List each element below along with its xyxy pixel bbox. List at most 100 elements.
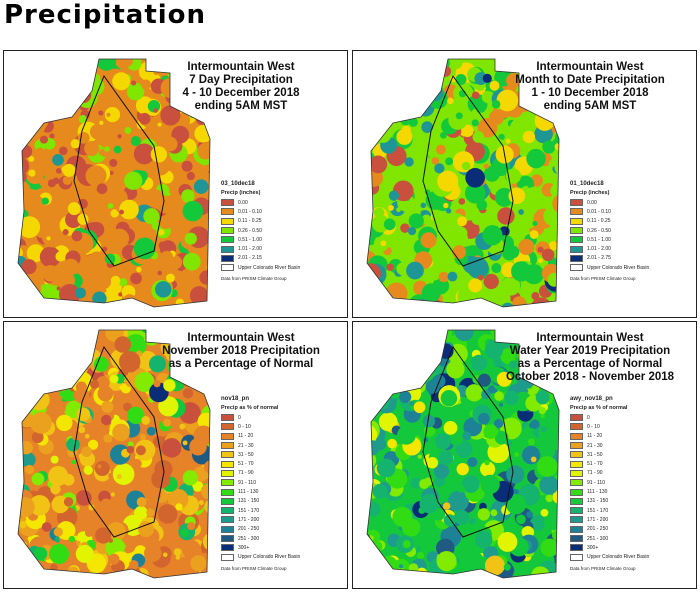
legend-label: 0.01 - 0.10 [587, 208, 611, 215]
legend-item: 0.01 - 0.10 [570, 207, 649, 216]
precip-area [18, 170, 27, 183]
precip-area [182, 200, 204, 222]
precip-area [491, 100, 501, 109]
precip-area [516, 566, 524, 574]
legend-swatch [570, 544, 583, 552]
precip-area [373, 87, 381, 95]
precip-area [118, 278, 128, 287]
precip-area [206, 286, 210, 293]
precip-area [446, 360, 465, 379]
data-source-note: Data from PRISM Climate Group [570, 565, 636, 571]
precip-area [448, 59, 463, 70]
precip-area [18, 139, 24, 147]
precip-area [148, 355, 167, 373]
precip-area [29, 370, 37, 378]
precip-area [160, 250, 174, 264]
legend-swatch [570, 264, 583, 272]
precip-area [66, 330, 88, 339]
title-line: as a Percentage of Normal [168, 358, 314, 370]
legend-item: 0.11 - 0.25 [221, 217, 300, 226]
precip-area [367, 122, 377, 137]
precip-area [389, 352, 404, 367]
precip-area [369, 125, 377, 134]
title-line: 1 - 10 December 2018 [531, 87, 649, 99]
precip-area [413, 303, 421, 307]
precip-area [151, 221, 161, 231]
precip-area [60, 74, 73, 87]
precip-area [540, 508, 549, 517]
precip-area [367, 404, 371, 417]
precip-area [367, 297, 374, 307]
precip-area [18, 471, 20, 482]
title-line: 7 Day Precipitation [189, 74, 293, 86]
precip-area [464, 182, 486, 204]
precip-area [471, 91, 480, 100]
legend-item: 0.00 [221, 198, 300, 207]
legend-item: 0.01 - 0.10 [221, 207, 300, 216]
precip-area [367, 70, 373, 82]
precip-area [171, 125, 190, 144]
precip-area [162, 136, 178, 152]
precip-area [62, 163, 76, 177]
precip-area [97, 464, 102, 469]
precip-area [518, 238, 535, 256]
precip-area [18, 72, 23, 89]
precip-area [145, 485, 162, 502]
precip-area [18, 62, 29, 81]
legend-label: 1.01 - 2.00 [238, 246, 262, 253]
precip-area [367, 419, 371, 424]
precip-area [18, 171, 24, 181]
precip-area [543, 206, 559, 227]
precip-area [51, 373, 64, 386]
legend-item: 11 - 20 [570, 432, 649, 441]
precip-area [476, 521, 483, 528]
precip-area [528, 272, 539, 283]
precip-area [371, 214, 390, 233]
precip-area [401, 518, 421, 537]
precip-area [40, 79, 53, 92]
precip-area [197, 412, 210, 430]
precip-area [53, 527, 63, 537]
precip-area [367, 162, 373, 177]
precip-area [452, 231, 469, 247]
precip-area [380, 240, 387, 247]
legend-swatch [221, 507, 234, 515]
precip-area [157, 122, 162, 127]
legend-layer-name: 01_10dec18 [570, 181, 604, 187]
precip-area [380, 363, 386, 369]
legend-item: 0 [221, 413, 300, 422]
precip-area [542, 140, 556, 154]
precip-area [483, 163, 489, 169]
legend-label: 21 - 30 [587, 442, 603, 449]
precip-area [421, 214, 432, 225]
precip-area [18, 370, 34, 389]
precip-area [46, 59, 64, 66]
precip-area [498, 133, 505, 141]
precip-area [419, 299, 429, 307]
precip-area [18, 89, 26, 109]
precip-area [420, 202, 427, 209]
precip-area [102, 152, 107, 157]
upper-colorado-basin-outline [422, 74, 514, 267]
precip-area [110, 275, 121, 286]
legend-item: 171 - 200 [221, 515, 300, 524]
precip-area [116, 474, 122, 480]
precip-area [529, 230, 539, 239]
precip-area [402, 540, 411, 549]
precip-area [163, 379, 176, 392]
precip-area [59, 349, 76, 366]
precip-area [369, 155, 388, 174]
precip-area [425, 354, 440, 369]
precip-area [367, 263, 381, 284]
precip-map [17, 329, 211, 579]
precip-area [130, 136, 141, 147]
precip-area [140, 79, 152, 90]
precip-area [398, 378, 404, 384]
precip-area [112, 72, 131, 91]
legend-title: Precip (inches) [570, 190, 610, 196]
precip-area [18, 156, 30, 176]
precip-area [77, 131, 90, 144]
precip-area [100, 414, 112, 426]
precip-area [113, 305, 119, 307]
precip-area [406, 261, 424, 280]
